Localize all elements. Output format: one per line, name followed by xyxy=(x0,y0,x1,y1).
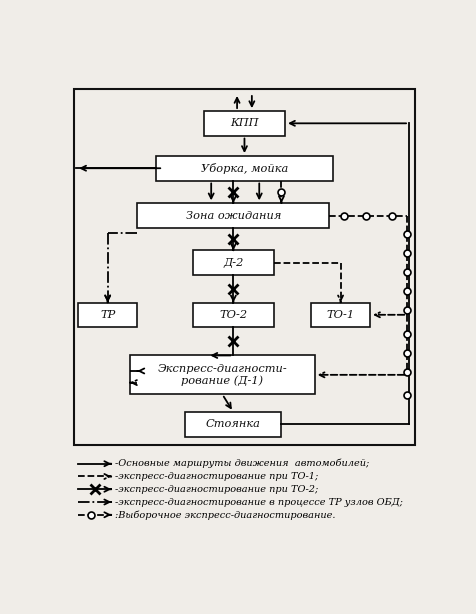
FancyBboxPatch shape xyxy=(192,251,273,275)
Text: Д-2: Д-2 xyxy=(223,258,243,268)
Text: Уборка, мойка: Уборка, мойка xyxy=(200,163,288,174)
Text: Экспресс-диагности-
рование (Д-1): Экспресс-диагности- рование (Д-1) xyxy=(157,363,287,386)
Text: Стоянка: Стоянка xyxy=(206,419,260,429)
Text: -экспресс-диагностирование при ТО-2;: -экспресс-диагностирование при ТО-2; xyxy=(115,485,317,494)
FancyBboxPatch shape xyxy=(192,303,273,327)
Text: -экспресс-диагностирование в процессе ТР узлов ОБД;: -экспресс-диагностирование в процессе ТР… xyxy=(115,497,402,507)
FancyBboxPatch shape xyxy=(129,356,314,394)
FancyBboxPatch shape xyxy=(155,156,332,181)
Text: ТО-1: ТО-1 xyxy=(326,310,354,320)
FancyBboxPatch shape xyxy=(185,412,281,437)
Text: -Основные маршруты движения  автомобилей;: -Основные маршруты движения автомобилей; xyxy=(115,459,368,468)
Text: ТР: ТР xyxy=(100,310,115,320)
FancyBboxPatch shape xyxy=(137,203,329,228)
FancyBboxPatch shape xyxy=(78,303,137,327)
Text: -экспресс-диагностирование при ТО-1;: -экспресс-диагностирование при ТО-1; xyxy=(115,472,317,481)
Text: Зона ожидания: Зона ожидания xyxy=(185,211,280,220)
FancyBboxPatch shape xyxy=(310,303,369,327)
Text: ТО-2: ТО-2 xyxy=(219,310,247,320)
Text: :Выборочное экспресс-диагностирование.: :Выборочное экспресс-диагностирование. xyxy=(115,510,335,519)
Text: КПП: КПП xyxy=(230,119,258,128)
FancyBboxPatch shape xyxy=(203,111,285,136)
